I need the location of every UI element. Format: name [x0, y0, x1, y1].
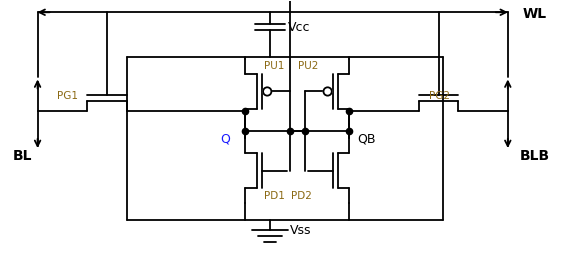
Text: QB: QB [357, 132, 376, 145]
Circle shape [324, 87, 332, 95]
Text: PU1: PU1 [264, 61, 285, 71]
Text: Vcc: Vcc [288, 21, 311, 34]
Text: PG2: PG2 [428, 91, 450, 101]
Text: Vss: Vss [290, 224, 311, 237]
Text: BLB: BLB [520, 149, 550, 163]
Text: PU2: PU2 [298, 61, 318, 71]
Text: WL: WL [523, 7, 546, 21]
Text: PG1: PG1 [58, 91, 79, 101]
Text: Q: Q [221, 132, 230, 145]
Text: PD2: PD2 [291, 192, 312, 201]
Circle shape [263, 87, 271, 95]
Text: BL: BL [13, 149, 33, 163]
Text: PD1: PD1 [264, 192, 285, 201]
